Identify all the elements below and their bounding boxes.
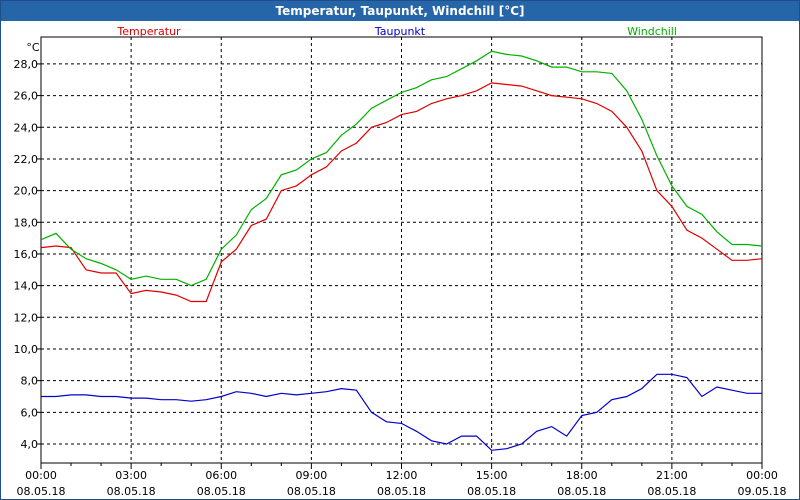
x-tick-date: 08.05.18: [107, 485, 156, 498]
y-tick-label: 10,0: [14, 343, 39, 356]
y-tick-label: 12,0: [14, 311, 39, 324]
x-tick-date: 08.05.18: [647, 485, 696, 498]
y-tick-label: 8,0: [21, 375, 39, 388]
x-tick-time: 09:00: [296, 469, 328, 482]
y-tick-label: 28,0: [14, 58, 39, 71]
y-tick-label: 16,0: [14, 248, 39, 261]
y-tick-label: 22,0: [14, 153, 39, 166]
x-tick-time: 00:00: [25, 469, 57, 482]
series-line-taupunkt: [41, 373, 762, 451]
y-tick-label: 26,0: [14, 90, 39, 103]
legend-temperatur: Temperatur: [116, 25, 181, 38]
x-tick-date: 08.05.18: [17, 485, 66, 498]
x-tick-date: 08.05.18: [377, 485, 426, 498]
y-axis-unit: °C: [26, 41, 40, 54]
plot-border: [40, 36, 763, 464]
x-tick-time: 12:00: [386, 469, 418, 482]
y-tick-label: 4,0: [21, 438, 39, 451]
series-line-temperatur: [40, 82, 763, 303]
x-tick-time: 06:00: [205, 469, 237, 482]
x-tick-time: 00:00: [746, 469, 778, 482]
y-tick-label: 6,0: [21, 406, 39, 419]
x-tick-date: 08.05.18: [197, 485, 246, 498]
legend-windchill: Windchill: [627, 25, 677, 38]
y-tick-label: 14,0: [14, 280, 39, 293]
series-line-windchill: [40, 50, 763, 287]
x-tick-time: 03:00: [115, 469, 147, 482]
legend-taupunkt: Taupunkt: [374, 25, 426, 38]
window-title: Temperatur, Taupunkt, Windchill [°C]: [1, 1, 799, 21]
x-tick-time: 21:00: [656, 469, 688, 482]
x-tick-date: 08.05.18: [557, 485, 606, 498]
x-tick-time: 18:00: [566, 469, 598, 482]
x-tick-date: 08.05.18: [467, 485, 516, 498]
y-tick-label: 24,0: [14, 121, 39, 134]
y-tick-label: 18,0: [14, 216, 39, 229]
x-tick-date: 09.05.18: [738, 485, 787, 498]
y-tick-label: 20,0: [14, 185, 39, 198]
x-tick-time: 15:00: [476, 469, 508, 482]
x-tick-date: 08.05.18: [287, 485, 336, 498]
